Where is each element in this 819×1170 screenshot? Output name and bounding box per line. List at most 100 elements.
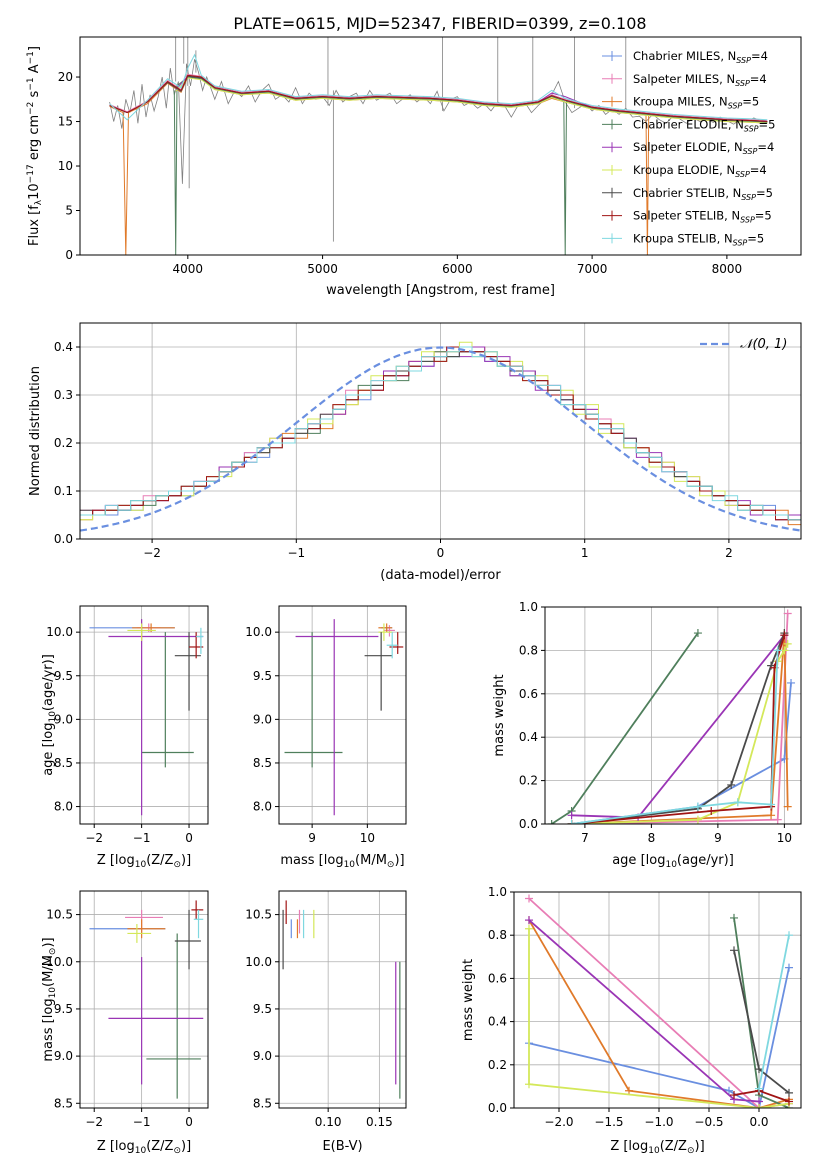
y-tick-label: 9.5 bbox=[253, 1002, 272, 1016]
x-tick-label: −1 bbox=[133, 831, 151, 845]
y-axis-label: age [log10(age/yr)] bbox=[41, 654, 58, 776]
x-tick-label: −0.5 bbox=[694, 1115, 723, 1129]
weight-point bbox=[755, 1084, 763, 1093]
y-tick-label: 10.0 bbox=[46, 625, 73, 639]
model-series-kroupa-stelib bbox=[109, 53, 768, 121]
y-axis-label: Flux [fλ10−17 erg cm−2 s−1 A−1] bbox=[26, 46, 44, 246]
weight-point bbox=[525, 916, 533, 925]
y-tick-label: 0.6 bbox=[488, 971, 507, 985]
axes-frame bbox=[278, 605, 407, 825]
legend-label: Chabrier MILES, NSSP=4 bbox=[633, 49, 768, 65]
weight-point bbox=[567, 811, 576, 820]
weight-point bbox=[767, 800, 776, 809]
weight-point bbox=[693, 815, 702, 824]
weight-point bbox=[785, 931, 793, 940]
weight-point bbox=[773, 815, 782, 824]
legend-label: Chabrier ELODIE, NSSP=5 bbox=[633, 117, 775, 133]
x-tick-label: −2 bbox=[143, 546, 161, 560]
x-tick-label: −2 bbox=[85, 831, 103, 845]
y-tick-label: 9.5 bbox=[253, 669, 272, 683]
mass-vs-EBV-axes: 0.10 0.15 8.5 9.0 9.5 10.0 10.5 E(B-V) bbox=[245, 890, 407, 1154]
x-tick-label: 7 bbox=[581, 831, 589, 845]
weight-point bbox=[525, 894, 533, 903]
spectrum-axes: 4000 5000 6000 7000 8000 0 5 10 15 20 wavelength [… bbox=[26, 36, 802, 298]
weight-line-salpeter-stelib bbox=[571, 634, 786, 824]
y-tick-label: 0.4 bbox=[54, 340, 73, 354]
legend-label: Salpeter MILES, NSSP=4 bbox=[633, 72, 767, 88]
y-tick-label: 9.0 bbox=[54, 1049, 73, 1063]
x-tick-label: −1.0 bbox=[644, 1115, 673, 1129]
x-tick-label: 6000 bbox=[442, 262, 473, 276]
x-axis-label: age [log10(age/yr)] bbox=[612, 853, 734, 870]
axes-frame bbox=[79, 605, 209, 825]
x-tick-label: 8000 bbox=[712, 262, 743, 276]
axes-frame bbox=[513, 891, 802, 1109]
y-tick-label: 0.2 bbox=[519, 774, 538, 788]
x-tick-label: 9 bbox=[308, 831, 316, 845]
weight-point bbox=[785, 963, 793, 972]
x-tick-label: 5000 bbox=[307, 262, 338, 276]
weight-point bbox=[725, 1086, 733, 1095]
weight-point bbox=[730, 1091, 738, 1100]
y-tick-label: 8.5 bbox=[54, 756, 73, 770]
y-tick-label: 0.0 bbox=[54, 532, 73, 546]
weight-point bbox=[783, 802, 792, 811]
y-tick-label: 0.1 bbox=[54, 484, 73, 498]
weight-point bbox=[730, 913, 738, 922]
x-tick-label: −2 bbox=[85, 1115, 103, 1129]
legend-label: Salpeter STELIB, NSSP=5 bbox=[633, 209, 772, 225]
x-tick-label: −2.0 bbox=[544, 1115, 573, 1129]
weight-point bbox=[733, 798, 742, 807]
plot-area bbox=[525, 894, 793, 1108]
plot-area bbox=[109, 37, 768, 255]
y-tick-label: 1.0 bbox=[519, 600, 538, 614]
model-series-kroupa-elodie bbox=[175, 77, 768, 124]
y-axis-label: mass weight bbox=[461, 959, 476, 1041]
plot-area bbox=[284, 619, 404, 816]
weight-point bbox=[727, 780, 736, 789]
x-tick-label: 10 bbox=[777, 831, 792, 845]
y-axis-label: mass weight bbox=[492, 674, 507, 756]
x-tick-label: 4000 bbox=[173, 262, 204, 276]
plot-area bbox=[547, 609, 796, 824]
y-tick-label: 1.0 bbox=[488, 885, 507, 899]
x-tick-label: 0.10 bbox=[315, 1115, 342, 1129]
x-tick-label: 2 bbox=[725, 546, 733, 560]
y-tick-label: 8.5 bbox=[253, 756, 272, 770]
weight-line-chabrier-elodie bbox=[551, 632, 699, 824]
y-tick-label: 8.5 bbox=[253, 1096, 272, 1110]
y-tick-label: 9.5 bbox=[54, 1002, 73, 1016]
legend-label: 𝒩(0, 1) bbox=[740, 337, 787, 352]
weight-point bbox=[787, 678, 796, 687]
weight-point bbox=[785, 1097, 793, 1106]
y-tick-label: 8.0 bbox=[253, 800, 272, 814]
weight-point bbox=[567, 820, 576, 824]
weight-point bbox=[525, 1080, 533, 1089]
plot-area bbox=[80, 341, 801, 532]
x-tick-label: 0.15 bbox=[366, 1115, 393, 1129]
weight-point bbox=[785, 1088, 793, 1097]
x-tick-label: −1.5 bbox=[594, 1115, 623, 1129]
y-tick-label: 9.0 bbox=[253, 1049, 272, 1063]
legend-label: Salpeter ELODIE, NSSP=4 bbox=[633, 140, 774, 156]
y-tick-label: 0.2 bbox=[54, 436, 73, 450]
x-tick-label: 0 bbox=[185, 831, 193, 845]
y-tick-label: 0.0 bbox=[488, 1101, 507, 1115]
y-tick-label: 8.5 bbox=[54, 1096, 73, 1110]
axes-frame bbox=[278, 890, 407, 1109]
y-axis-label: mass [log10(M/M⊙)] bbox=[41, 937, 58, 1061]
x-tick-label: 8 bbox=[648, 831, 656, 845]
age-vs-mass-axes: 9 10 8.0 8.5 9.0 9.5 10.0 mass [log10(M/M⊙)] bbox=[245, 605, 407, 870]
weight-point bbox=[783, 609, 792, 618]
y-tick-label: 9.0 bbox=[253, 712, 272, 726]
x-tick-label: 9 bbox=[714, 831, 722, 845]
y-tick-label: 0.4 bbox=[488, 1015, 507, 1029]
x-tick-label: 0 bbox=[185, 1115, 193, 1129]
weight-point bbox=[780, 631, 789, 640]
weight-line-kroupa-elodie bbox=[528, 928, 790, 1108]
y-tick-label: 0 bbox=[65, 248, 73, 262]
x-tick-label: 10 bbox=[360, 831, 375, 845]
weight-point bbox=[783, 639, 792, 648]
weight-line-salpeter-elodie bbox=[528, 919, 760, 1103]
